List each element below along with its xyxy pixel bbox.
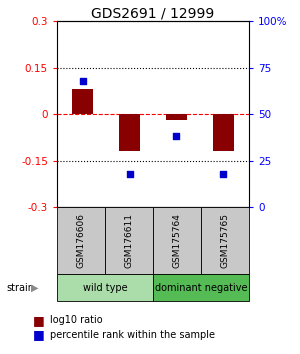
Point bbox=[174, 134, 179, 139]
Point bbox=[221, 171, 226, 177]
Bar bbox=[213, 114, 234, 152]
Text: wild type: wild type bbox=[83, 282, 127, 293]
Text: ■: ■ bbox=[33, 314, 45, 327]
Text: GSM175764: GSM175764 bbox=[172, 213, 182, 268]
Text: strain: strain bbox=[6, 282, 34, 293]
Point bbox=[127, 171, 132, 177]
Text: ■: ■ bbox=[33, 328, 45, 341]
Text: ▶: ▶ bbox=[31, 282, 38, 293]
Bar bbox=[72, 89, 93, 114]
Text: GSM176611: GSM176611 bbox=[124, 213, 134, 268]
Text: GSM175765: GSM175765 bbox=[220, 213, 230, 268]
Bar bbox=[166, 114, 187, 120]
Text: log10 ratio: log10 ratio bbox=[50, 315, 102, 325]
Title: GDS2691 / 12999: GDS2691 / 12999 bbox=[92, 6, 214, 20]
Bar bbox=[119, 114, 140, 152]
Text: dominant negative: dominant negative bbox=[155, 282, 247, 293]
Text: GSM176606: GSM176606 bbox=[76, 213, 85, 268]
Text: percentile rank within the sample: percentile rank within the sample bbox=[50, 330, 214, 339]
Point bbox=[80, 78, 85, 84]
